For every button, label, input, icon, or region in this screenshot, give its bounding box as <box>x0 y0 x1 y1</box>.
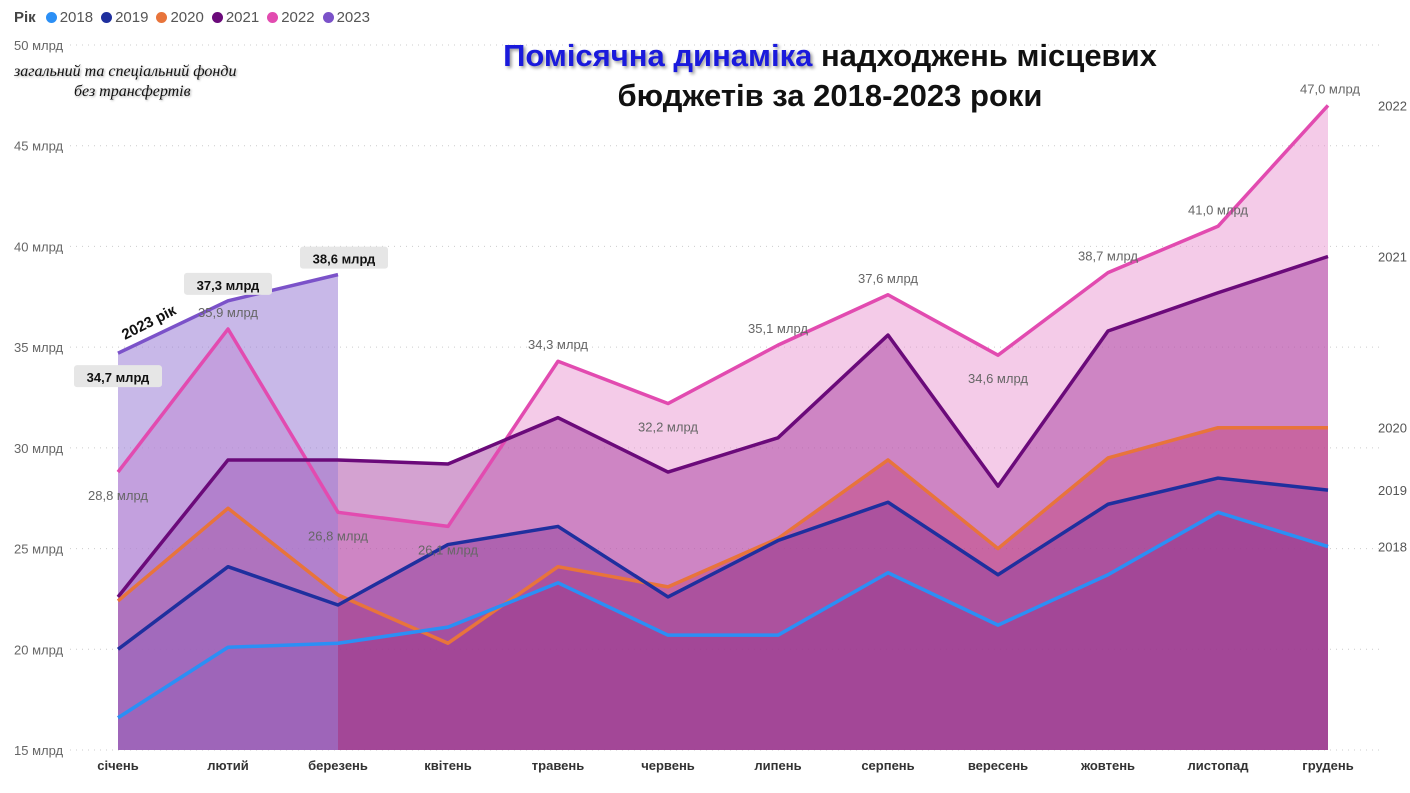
end-label-2021: 2021 <box>1378 250 1407 265</box>
y-tick-label: 50 млрд <box>14 38 64 53</box>
note-line1: загальний та спеціальний фонди <box>14 63 237 80</box>
legend-dot-icon <box>45 12 57 23</box>
legend-label: 2023 <box>336 9 370 26</box>
area-2020 <box>118 427 1328 750</box>
area-2021 <box>118 256 1328 750</box>
legend-item-2021[interactable]: 2021 <box>211 9 260 26</box>
data-label-2022: 47,0 млрд <box>1300 81 1360 96</box>
x-tick-label: вересень <box>968 758 1028 773</box>
legend-item-2022[interactable]: 2022 <box>267 9 315 26</box>
y-tick-label: 40 млрд <box>14 239 64 254</box>
legend-item-2019[interactable]: 2019 <box>101 9 148 26</box>
line-2019 <box>116 476 1329 651</box>
data-label-2022: 34,6 млрд <box>968 371 1028 386</box>
y-tick-label: 35 млрд <box>14 340 64 355</box>
line-2021 <box>116 254 1329 599</box>
legend-item-2020[interactable]: 2020 <box>156 9 204 26</box>
legend-dot-icon <box>156 12 168 23</box>
y-tick-label: 45 млрд <box>14 139 64 154</box>
legend-dot-icon <box>322 12 334 23</box>
y-tick-label: 30 млрд <box>14 441 64 456</box>
x-tick-label: жовтень <box>1080 758 1135 773</box>
line-2023 <box>117 272 339 355</box>
data-label-2022: 38,7 млрд <box>1078 249 1138 264</box>
area-2023 <box>118 274 338 750</box>
line-2018 <box>117 510 1329 720</box>
legend-dot-icon <box>211 12 223 23</box>
legend: Рік 2018 2019 2020 2021 2022 2023 <box>14 9 374 26</box>
y-tick-label: 15 млрд <box>14 743 64 758</box>
data-label-2022: 34,3 млрд <box>528 337 588 352</box>
x-tick-label: січень <box>97 758 138 773</box>
data-label-2022: 37,6 млрд <box>858 271 918 286</box>
title-rest: надходжень місцевих <box>812 38 1157 73</box>
legend-label: 2020 <box>170 9 204 26</box>
title-line2: бюджетів за 2018-2023 роки <box>617 78 1043 113</box>
x-tick-label: листопад <box>1188 758 1250 773</box>
chart-title: Помісячна динаміка надходжень місцевих б… <box>420 36 1240 116</box>
legend-item-2023[interactable]: 2023 <box>322 9 370 26</box>
note-line2: без трансфертів <box>74 83 191 100</box>
data-label-2022: 35,9 млрд <box>198 305 258 320</box>
data-label-bg-2023 <box>184 272 272 295</box>
x-tick-label: грудень <box>1302 758 1353 773</box>
legend-label: 2019 <box>115 9 149 26</box>
data-label-2022: 28,8 млрд <box>88 488 148 503</box>
line-2020 <box>116 425 1328 645</box>
end-label-2019: 2019 <box>1378 483 1407 498</box>
data-label-bg-2023 <box>74 365 162 388</box>
end-label-2018: 2018 <box>1378 540 1407 555</box>
legend-label: 2021 <box>225 9 260 26</box>
x-tick-label: липень <box>754 758 801 773</box>
chart-note: загальний та спеціальний фонди без транс… <box>14 62 236 102</box>
line-2022 <box>116 104 1330 529</box>
data-label-bg-2023 <box>300 246 388 269</box>
x-tick-label: квітень <box>424 758 472 773</box>
data-label-2022: 41,0 млрд <box>1188 202 1248 217</box>
area-2018 <box>118 512 1328 750</box>
x-tick-label: травень <box>532 758 584 773</box>
legend-dot-icon <box>267 12 279 23</box>
data-label-2023: 38,6 млрд <box>313 252 376 267</box>
legend-label: 2022 <box>281 9 315 26</box>
data-label-2022: 26,8 млрд <box>308 528 368 543</box>
data-label-2022: 32,2 млрд <box>638 420 698 435</box>
data-label-2022: 35,1 млрд <box>748 321 808 336</box>
end-label-2022: 2022 <box>1378 98 1407 113</box>
data-label-2022: 26,1 млрд <box>418 542 478 557</box>
title-highlight: Помісячна динаміка <box>503 38 813 73</box>
x-tick-label: лютий <box>207 758 248 773</box>
x-tick-label: серпень <box>861 758 914 773</box>
legend-label: 2018 <box>59 9 94 26</box>
data-label-2023: 34,7 млрд <box>87 370 150 385</box>
legend-title: Рік <box>14 9 36 26</box>
data-label-2023: 37,3 млрд <box>197 278 260 293</box>
x-tick-label: червень <box>641 758 695 773</box>
y-tick-label: 20 млрд <box>14 642 64 657</box>
legend-dot-icon <box>101 12 113 23</box>
y-tick-label: 25 млрд <box>14 542 64 557</box>
end-label-2020: 2020 <box>1378 421 1407 436</box>
area-2019 <box>118 478 1328 750</box>
area-2022 <box>118 105 1328 750</box>
x-tick-label: березень <box>308 758 368 773</box>
legend-item-2018[interactable]: 2018 <box>45 9 94 26</box>
